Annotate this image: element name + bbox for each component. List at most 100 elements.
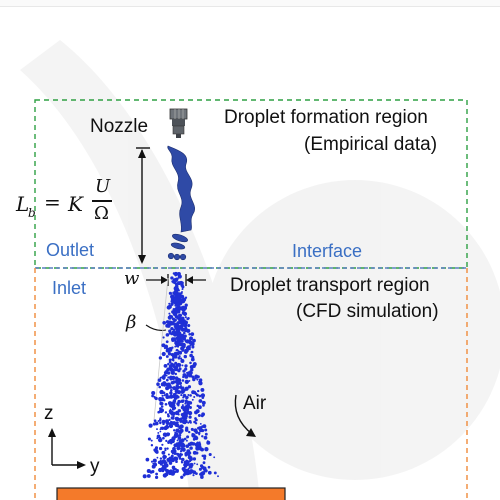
- transport-region-subtitle: (CFD simulation): [296, 301, 439, 322]
- droplet: [151, 470, 155, 474]
- droplet: [157, 410, 161, 414]
- droplet: [185, 348, 189, 353]
- droplet: [173, 318, 177, 322]
- droplet: [156, 428, 158, 431]
- droplet: [157, 378, 162, 383]
- droplet: [181, 404, 184, 407]
- droplet: [187, 410, 193, 416]
- droplet: [204, 428, 208, 432]
- droplet: [161, 394, 164, 397]
- droplet: [168, 360, 172, 364]
- droplet: [174, 330, 176, 333]
- droplet: [174, 431, 177, 434]
- droplet: [192, 474, 195, 477]
- droplet: [191, 398, 194, 401]
- droplet: [184, 296, 188, 299]
- droplet: [194, 374, 199, 379]
- droplet: [183, 408, 186, 411]
- droplet: [182, 473, 186, 477]
- droplet: [204, 447, 209, 452]
- droplet: [189, 466, 192, 469]
- droplet: [156, 382, 160, 386]
- droplet: [176, 439, 179, 442]
- droplet: [182, 417, 185, 420]
- droplet: [181, 342, 186, 347]
- droplet: [159, 462, 163, 466]
- droplet: [184, 339, 187, 342]
- droplet: [172, 272, 176, 275]
- droplet: [171, 465, 176, 470]
- droplet: [161, 351, 166, 357]
- formation-region-title: Droplet formation region: [224, 107, 428, 128]
- ground-plate: [56, 487, 286, 500]
- air-label: Air: [243, 393, 267, 414]
- droplet: [161, 450, 166, 455]
- droplet: [174, 298, 179, 303]
- droplet: [184, 367, 188, 371]
- droplet: [182, 375, 185, 379]
- droplet: [172, 308, 176, 311]
- droplet: [206, 440, 209, 443]
- droplet: [162, 320, 167, 325]
- droplet: [191, 432, 195, 436]
- droplet: [189, 336, 193, 341]
- droplet: [197, 389, 200, 393]
- droplet: [167, 376, 170, 379]
- droplet: [165, 378, 169, 382]
- droplet: [159, 459, 163, 463]
- droplet: [201, 435, 204, 438]
- droplet: [160, 402, 164, 405]
- droplet: [188, 379, 191, 382]
- droplet: [173, 451, 177, 456]
- droplet: [180, 412, 185, 417]
- droplet: [192, 434, 196, 438]
- droplet: [150, 444, 154, 447]
- droplet: [158, 446, 163, 451]
- droplet: [187, 460, 191, 463]
- droplet: [148, 423, 153, 428]
- droplet: [174, 423, 179, 427]
- droplet: [170, 368, 175, 373]
- droplet: [180, 358, 185, 364]
- droplet: [176, 277, 179, 280]
- droplet: [180, 357, 183, 360]
- droplet: [162, 336, 165, 339]
- droplet: [150, 439, 153, 442]
- droplet: [172, 396, 175, 399]
- droplet: [165, 347, 169, 351]
- w-symbol: w: [124, 268, 140, 289]
- droplet: [192, 377, 196, 382]
- nozzle-label: Nozzle: [90, 116, 149, 137]
- droplet: [151, 394, 154, 398]
- droplet: [201, 429, 205, 433]
- droplet: [174, 313, 178, 317]
- droplet: [190, 427, 194, 431]
- droplet: [182, 467, 187, 473]
- droplet: [165, 340, 169, 344]
- droplet: [159, 430, 162, 433]
- droplet: [172, 364, 176, 369]
- droplet: [158, 467, 163, 473]
- droplet: [163, 373, 167, 377]
- droplet: [181, 308, 185, 312]
- droplet: [198, 441, 201, 444]
- droplet: [181, 290, 183, 293]
- droplet: [175, 302, 180, 308]
- droplet: [165, 355, 169, 358]
- droplet: [164, 447, 167, 450]
- droplet: [181, 457, 185, 462]
- droplet: [198, 467, 202, 471]
- droplet: [161, 343, 166, 348]
- droplet: [160, 405, 164, 408]
- droplet: [172, 359, 175, 362]
- droplet: [203, 435, 208, 440]
- droplet: [184, 386, 189, 391]
- droplet: [183, 437, 187, 441]
- droplet: [167, 304, 172, 309]
- breakup-length-formula: L b = K U Ω: [16, 170, 146, 240]
- droplet: [183, 312, 187, 316]
- droplet: [164, 419, 170, 424]
- droplet: [180, 447, 184, 451]
- droplet: [191, 470, 195, 473]
- droplet: [177, 453, 182, 458]
